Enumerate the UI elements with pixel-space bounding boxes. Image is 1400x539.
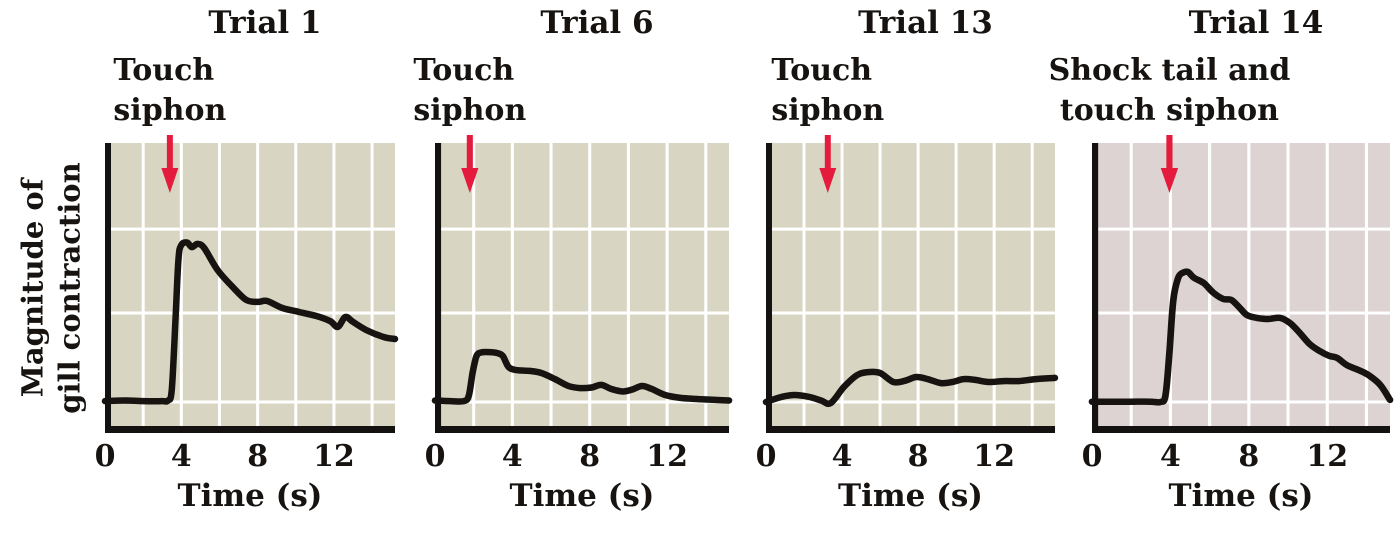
stimulus-label: Touch siphon — [413, 51, 526, 131]
panel-trial-1: Trial 1 Touch siphon 0 4 8 12 Time (s) — [95, 0, 399, 539]
x-tick: 0 — [755, 439, 777, 474]
y-axis-label-line2: gill contraction — [53, 162, 88, 414]
stimulus-arrow-icon — [161, 135, 179, 193]
x-tick: 4 — [1159, 439, 1181, 474]
stimulus-label: Touch siphon — [771, 51, 884, 131]
x-tick: 8 — [907, 439, 929, 474]
plot-svg — [101, 135, 399, 433]
x-tick: 8 — [247, 439, 269, 474]
stimulus-label-line2: siphon — [771, 93, 885, 128]
stimulus-label-line2: touch siphon — [1059, 93, 1279, 128]
x-axis-label: Time (s) — [177, 478, 323, 514]
response-curve — [101, 239, 399, 405]
x-axis-label: Time (s) — [838, 478, 983, 514]
panel-title: Trial 1 — [208, 5, 322, 41]
stimulus-arrow-icon — [819, 135, 837, 193]
plot-svg — [1088, 135, 1394, 433]
stimulus-label-line1: Touch — [413, 53, 515, 88]
panel-trial-13: Trial 13 Touch siphon 0 4 8 12 Time (s) — [756, 0, 1059, 539]
x-tick: 4 — [170, 439, 192, 474]
grid-lines — [105, 143, 395, 433]
plot-area — [762, 135, 1059, 433]
panel-trial-14: Trial 14 Shock tail and touch siphon 0 4 … — [1049, 0, 1394, 539]
x-tick: 8 — [579, 439, 601, 474]
plot-svg — [762, 135, 1059, 433]
x-tick: 12 — [973, 439, 1016, 474]
stimulus-arrow-icon — [1160, 135, 1179, 193]
plot-area — [101, 135, 399, 433]
stimulus-arrow-icon — [461, 135, 479, 193]
plot-svg — [431, 135, 733, 433]
panel-title: Trial 6 — [540, 5, 654, 41]
axes — [105, 143, 395, 433]
x-tick: 12 — [646, 439, 688, 474]
response-curve — [1088, 268, 1394, 406]
plot-area — [1088, 135, 1394, 433]
axes — [435, 143, 729, 433]
x-tick: 8 — [1238, 439, 1260, 474]
plot-area — [431, 135, 733, 433]
x-tick: 12 — [1306, 439, 1349, 474]
plot-background — [435, 143, 729, 433]
panel-title: Trial 14 — [1188, 5, 1324, 41]
x-axis-label: Time (s) — [1168, 478, 1314, 514]
plot-background — [105, 143, 395, 433]
y-axis-label-container: Magnitude of gill contraction — [0, 143, 104, 433]
plot-background — [766, 143, 1055, 433]
y-axis-label-line1: Magnitude of — [16, 178, 51, 398]
x-tick: 12 — [313, 439, 355, 474]
response-curve — [762, 368, 1059, 408]
x-axis-label: Time (s) — [509, 478, 655, 514]
response-curve — [431, 348, 733, 405]
panel-trial-6: Trial 6 Touch siphon 0 4 8 12 Time (s) — [413, 0, 733, 539]
axes — [1092, 143, 1390, 433]
stimulus-label: Shock tail and touch siphon — [1049, 51, 1291, 131]
stimulus-label-line1: Touch — [771, 53, 873, 88]
y-axis-label: Magnitude of gill contraction — [15, 162, 89, 413]
x-tick: 4 — [831, 439, 853, 474]
stimulus-label-line2: siphon — [413, 93, 527, 128]
x-tick: 0 — [1081, 439, 1103, 474]
x-tick: 0 — [424, 439, 446, 474]
plot-background — [1092, 143, 1390, 433]
panel-title: Trial 13 — [858, 5, 993, 41]
stimulus-label-line2: siphon — [113, 93, 227, 128]
stimulus-label: Touch siphon — [113, 51, 226, 131]
stimulus-label-line1: Shock tail and — [1048, 53, 1291, 88]
stimulus-label-line1: Touch — [113, 53, 215, 88]
x-tick: 0 — [94, 439, 116, 474]
x-tick: 4 — [501, 439, 523, 474]
axes — [766, 143, 1055, 433]
